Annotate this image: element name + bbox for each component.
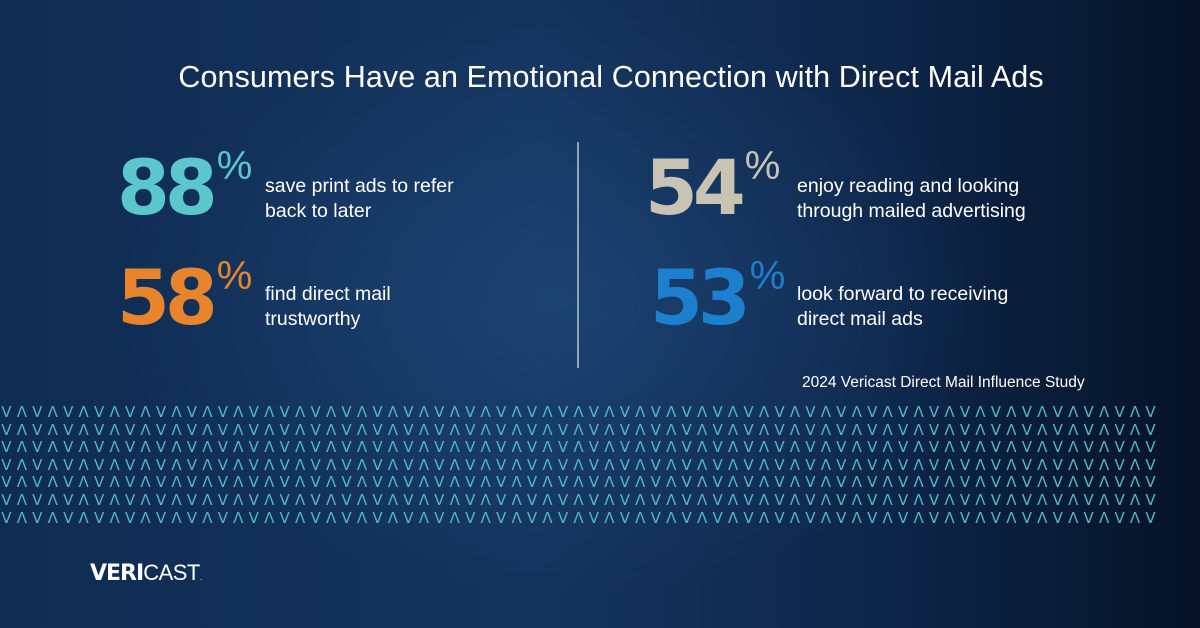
percent-sign: % bbox=[749, 254, 786, 298]
percent-sign: % bbox=[744, 144, 781, 188]
stat-description: save print ads to refer back to later bbox=[265, 174, 454, 224]
stat-description: enjoy reading and looking through mailed… bbox=[797, 174, 1026, 224]
stat-value: 53 bbox=[650, 253, 751, 342]
stat-description-line: through mailed advertising bbox=[797, 200, 1026, 222]
chevron-pattern-row: \VΛVΛVΛVΛVΛVΛVΛVΛVΛVΛVΛVΛVΛVΛVΛVΛVΛVΛVΛV… bbox=[0, 490, 1161, 509]
chevron-pattern-row: \VΛVΛVΛVΛVΛVΛVΛVΛVΛVΛVΛVΛVΛVΛVΛVΛVΛVΛVΛV… bbox=[0, 404, 1161, 421]
stat-description: find direct mail trustworthy bbox=[265, 282, 391, 332]
chevron-pattern-row: \VΛVΛVΛVΛVΛVΛVΛVΛVΛVΛVΛVΛVΛVΛVΛVΛVΛVΛVΛV… bbox=[0, 473, 1161, 492]
chevron-pattern: \VΛVΛVΛVΛVΛVΛVΛVΛVΛVΛVΛVΛVΛVΛVΛVΛVΛVΛVΛV… bbox=[0, 404, 1200, 527]
stat-description-line: direct mail ads bbox=[797, 308, 923, 330]
stat-54: 54 % bbox=[645, 143, 780, 232]
percent-sign: % bbox=[216, 254, 253, 298]
stat-description-line: look forward to receiving bbox=[797, 283, 1009, 305]
chevron-pattern-row: \VΛVΛVΛVΛVΛVΛVΛVΛVΛVΛVΛVΛVΛVΛVΛVΛVΛVΛVΛV… bbox=[0, 455, 1161, 474]
stat-description: look forward to receiving direct mail ad… bbox=[797, 282, 1008, 332]
stat-53: 53 % bbox=[650, 253, 785, 342]
stat-58: 58 % bbox=[117, 253, 252, 342]
chevron-pattern-row: \VΛVΛVΛVΛVΛVΛVΛVΛVΛVΛVΛVΛVΛVΛVΛVΛVΛVΛVΛV… bbox=[0, 508, 1161, 527]
stat-description-line: enjoy reading and looking bbox=[797, 175, 1020, 197]
stat-88: 88 % bbox=[117, 143, 252, 232]
logo-mark: . bbox=[199, 573, 202, 582]
vericast-logo: VERICAST. bbox=[90, 562, 202, 589]
chevron-pattern-row: \VΛVΛVΛVΛVΛVΛVΛVΛVΛVΛVΛVΛVΛVΛVΛVΛVΛVΛVΛV… bbox=[0, 420, 1161, 439]
logo-light-part: CAST bbox=[143, 560, 200, 585]
stat-value: 88 bbox=[117, 143, 218, 232]
stat-description-line: find direct mail bbox=[265, 283, 391, 305]
stat-description-line: save print ads to refer bbox=[265, 175, 454, 197]
headline: Consumers Have an Emotional Connection w… bbox=[178, 60, 1044, 94]
source-citation: 2024 Vericast Direct Mail Influence Stud… bbox=[802, 374, 1085, 391]
stat-value: 54 bbox=[645, 143, 746, 232]
stat-value: 58 bbox=[117, 253, 218, 342]
column-divider bbox=[577, 142, 579, 368]
stat-description-line: back to later bbox=[265, 200, 372, 222]
stat-description-line: trustworthy bbox=[265, 308, 361, 330]
percent-sign: % bbox=[216, 144, 253, 188]
chevron-pattern-row: \VΛVΛVΛVΛVΛVΛVΛVΛVΛVΛVΛVΛVΛVΛVΛVΛVΛVΛVΛV… bbox=[0, 438, 1161, 457]
logo-bold-part: VERI bbox=[90, 561, 144, 586]
